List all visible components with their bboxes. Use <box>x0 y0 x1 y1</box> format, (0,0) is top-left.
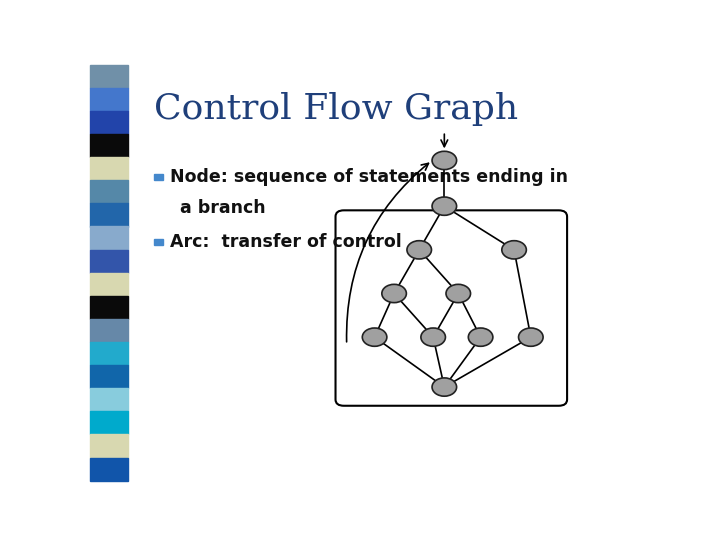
Text: Control Flow Graph: Control Flow Graph <box>154 92 518 126</box>
Circle shape <box>432 151 456 170</box>
Circle shape <box>468 328 493 346</box>
Bar <box>90 273 128 296</box>
Bar <box>90 411 128 434</box>
Text: Node: sequence of statements ending in: Node: sequence of statements ending in <box>170 168 568 186</box>
Circle shape <box>518 328 543 346</box>
Bar <box>90 388 128 411</box>
Bar <box>90 88 128 111</box>
Bar <box>90 157 128 180</box>
Bar <box>90 296 128 319</box>
Bar <box>90 249 128 273</box>
Circle shape <box>432 378 456 396</box>
Circle shape <box>432 197 456 215</box>
Text: a branch: a branch <box>180 199 266 217</box>
Circle shape <box>502 241 526 259</box>
Bar <box>90 180 128 204</box>
Bar <box>90 457 128 481</box>
Circle shape <box>362 328 387 346</box>
Bar <box>90 65 128 88</box>
Bar <box>154 174 163 180</box>
Circle shape <box>407 241 431 259</box>
Bar <box>90 226 128 249</box>
Bar <box>90 111 128 134</box>
Text: Arc:  transfer of control: Arc: transfer of control <box>170 233 402 251</box>
Circle shape <box>382 285 406 302</box>
Circle shape <box>421 328 446 346</box>
Circle shape <box>446 285 471 302</box>
Bar <box>90 365 128 388</box>
Bar <box>90 342 128 365</box>
Bar <box>90 204 128 226</box>
Bar <box>154 239 163 245</box>
Bar <box>90 319 128 342</box>
Bar <box>90 134 128 157</box>
Bar <box>90 434 128 457</box>
